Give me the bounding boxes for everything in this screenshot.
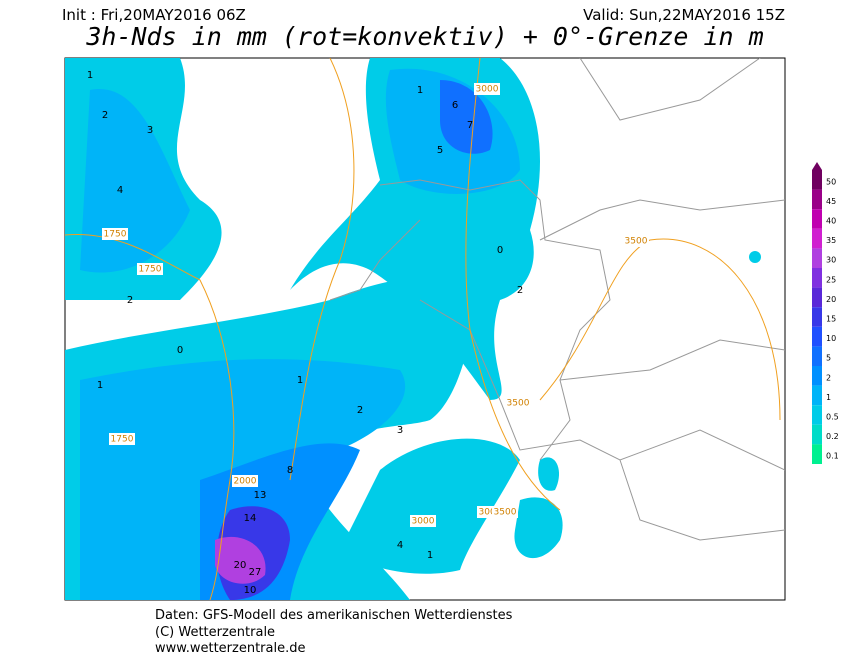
colorbar: 50 45 40 35 30 25 20 15 10 5 2 1 0.5 0.2 0.1 — [812, 162, 839, 464]
precip-value: 20 — [234, 560, 247, 571]
precip-value: 0 — [177, 345, 183, 356]
precip-value: 4 — [117, 185, 123, 196]
contour-label: 3500 — [494, 508, 517, 518]
contour-label: 2000 — [234, 477, 257, 487]
contour-label: 1750 — [139, 265, 162, 275]
precip-area — [538, 457, 560, 491]
colorbar-label: 45 — [826, 197, 836, 206]
colorbar-label: 20 — [826, 295, 836, 304]
colorbar-swatch — [812, 424, 822, 445]
map-title: 3h-Nds in mm (rot=konvektiv) + 0°-Grenze… — [85, 22, 763, 51]
precip-value: 3 — [147, 125, 153, 136]
contour-label: 3000 — [476, 85, 499, 95]
colorbar-label: 15 — [826, 315, 836, 324]
contour-label: 1750 — [104, 230, 127, 240]
precip-value: 2 — [517, 285, 523, 296]
colorbar-arrow — [812, 162, 822, 170]
footer-url: www.wetterzentrale.de — [155, 641, 305, 656]
precip-value: 3 — [397, 425, 403, 436]
colorbar-label: 1 — [826, 393, 831, 402]
colorbar-label: 2 — [826, 373, 831, 382]
colorbar-swatch — [812, 385, 822, 406]
colorbar-swatch — [812, 326, 822, 347]
contour-label-box — [492, 506, 518, 518]
colorbar-swatch — [812, 228, 822, 249]
precip-value: 27 — [249, 567, 262, 578]
precip-area — [80, 89, 190, 273]
contour-label-box — [109, 433, 135, 445]
colorbar-label: 50 — [826, 177, 836, 186]
precip-value: 2 — [102, 110, 108, 121]
colorbar-swatch — [812, 248, 822, 268]
colorbar-swatch — [812, 307, 822, 327]
colorbar-label: 25 — [826, 275, 836, 284]
colorbar-swatch — [812, 444, 822, 464]
precip-area — [345, 438, 520, 574]
contour-label-box — [137, 263, 163, 275]
contour-label: 3500 — [625, 237, 648, 247]
contour-label: 3000 — [412, 517, 435, 527]
colorbar-label: 30 — [826, 256, 836, 265]
contour-label-box — [102, 228, 128, 240]
colorbar-swatch — [812, 346, 822, 366]
precip-value: 10 — [244, 585, 257, 596]
footer-copyright: (C) Wetterzentrale — [155, 625, 275, 640]
precip-area — [215, 536, 266, 584]
precip-value: 8 — [287, 465, 293, 476]
colorbar-label: 0.2 — [826, 432, 839, 441]
borders — [329, 58, 785, 541]
colorbar-swatch — [812, 366, 822, 386]
precip-area — [749, 251, 761, 263]
contour-label-box — [410, 515, 436, 527]
precip-value: 2 — [127, 295, 133, 306]
precip-value: 2 — [357, 405, 363, 416]
colorbar-swatch — [812, 209, 822, 229]
contour-label-box — [232, 475, 258, 487]
contour-label: 3500 — [507, 399, 530, 409]
colorbar-swatch — [812, 287, 822, 308]
precip-value: 6 — [452, 100, 458, 111]
precip-value: 1 — [87, 70, 93, 81]
footer-source: Daten: GFS-Modell des amerikanischen Wet… — [155, 608, 513, 623]
precip-value: 1 — [427, 550, 433, 561]
precip-value: 14 — [244, 513, 257, 524]
precip-value: 1 — [417, 85, 423, 96]
colorbar-label: 10 — [826, 334, 836, 343]
precip-area — [440, 80, 493, 154]
contour-label-box — [623, 235, 649, 247]
colorbar-label: 0.5 — [826, 413, 839, 422]
colorbar-swatch — [812, 268, 822, 288]
colorbar-label: 35 — [826, 236, 836, 245]
freezing-level-contours — [65, 58, 781, 600]
precip-value: 1 — [297, 375, 303, 386]
precip-value: 7 — [467, 120, 473, 131]
colorbar-swatch — [812, 405, 822, 425]
precip-area — [514, 497, 563, 559]
init-time: Init : Fri,20MAY2016 06Z — [62, 6, 246, 24]
precip-value: 5 — [437, 145, 443, 156]
contour-label: 1750 — [111, 435, 134, 445]
precip-value: 0 — [497, 245, 503, 256]
colorbar-swatch — [812, 189, 822, 210]
contour-label: 3000 — [479, 508, 502, 518]
colorbar-swatch — [812, 170, 822, 190]
colorbar-label: 5 — [826, 354, 831, 363]
colorbar-label: 0.1 — [826, 452, 839, 461]
colorbar-label: 40 — [826, 217, 836, 226]
precip-value: 1 — [97, 380, 103, 391]
precip-value: 13 — [254, 490, 267, 501]
valid-time: Valid: Sun,22MAY2016 15Z — [583, 6, 785, 24]
contour-label-box — [474, 83, 500, 95]
precip-value: 4 — [397, 540, 403, 551]
contour-label-box — [505, 397, 531, 409]
